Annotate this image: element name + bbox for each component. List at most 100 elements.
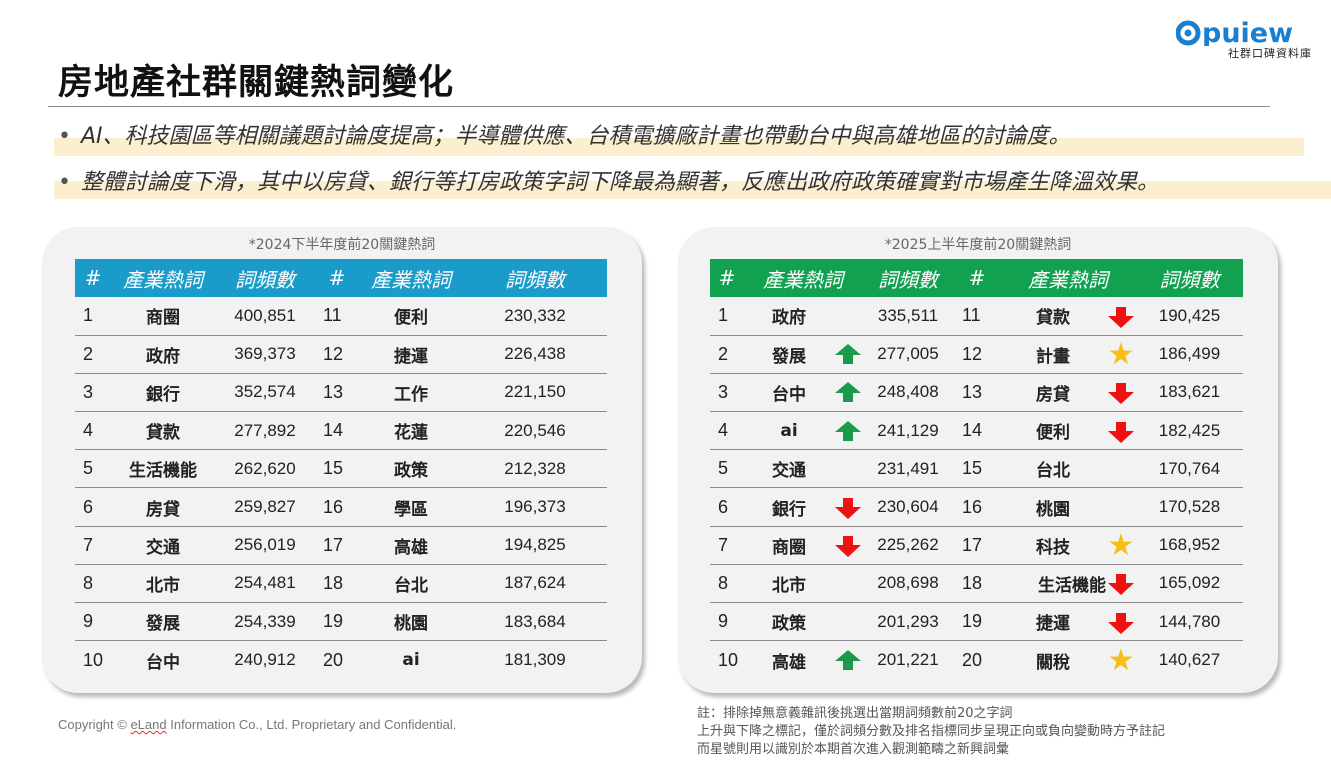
- bullet-2: • 整體討論度下滑，其中以房貸、銀行等打房政策字詞下降最為顯著，反應出政府政策確實…: [58, 164, 1159, 196]
- rank: 9: [710, 602, 744, 642]
- keyword: 貸款: [1000, 297, 1106, 336]
- frequency: 248,408: [862, 373, 954, 413]
- rank: 13: [954, 373, 1000, 413]
- col-frequency: 詞頻數: [1136, 259, 1243, 297]
- col-frequency: 詞頻數: [862, 259, 954, 297]
- col-keyword: 產業熱詞: [1000, 259, 1136, 297]
- rank: 18: [954, 564, 1000, 604]
- card-2025-h1: *2025上半年度前20關鍵熱詞 # 產業熱詞 詞頻數 # 產業熱詞 詞頻數 1…: [678, 227, 1278, 693]
- keyword: 捷運: [1000, 602, 1106, 642]
- frequency: 212,328: [463, 449, 607, 489]
- rank: 20: [962, 649, 983, 670]
- table-row: 5 生活機能 262,620 15 政策 212,328: [75, 449, 607, 489]
- keyword: 高雄: [359, 526, 463, 565]
- frequency: 240,912: [234, 650, 296, 670]
- trend-marker: [834, 297, 862, 336]
- rank: 11: [954, 297, 1000, 336]
- trend-marker: [834, 449, 862, 489]
- frequency: 196,373: [463, 487, 607, 527]
- star-icon: ★: [1107, 337, 1135, 373]
- bullet-dot: •: [58, 124, 71, 149]
- table-row: 6 銀行 230,604 16 桃園 170,528: [710, 487, 1243, 527]
- table-row: 10 台中 240,912 20 ai 181,309: [75, 641, 607, 679]
- trend-marker: [834, 411, 862, 451]
- copyright-suffix: Information Co., Ltd. Proprietary and Co…: [166, 717, 457, 732]
- frequency: 230,604: [862, 487, 954, 527]
- arrow-up-icon: [835, 344, 861, 365]
- table-row: 2 發展 277,005 12 計畫 ★ 186,499: [710, 335, 1243, 374]
- frequency: 262,620: [215, 449, 315, 489]
- trend-marker: [834, 526, 862, 565]
- keyword: 工作: [359, 373, 463, 413]
- frequency: 241,129: [862, 411, 954, 451]
- rank: 1: [75, 297, 111, 336]
- frequency: 400,851: [215, 297, 315, 336]
- rank: 19: [315, 602, 359, 642]
- trend-marker: ★: [1106, 641, 1136, 679]
- star-icon: ★: [1107, 643, 1135, 679]
- rank: 2: [75, 335, 111, 374]
- rank: 17: [315, 526, 359, 565]
- frequency: 182,425: [1136, 411, 1243, 451]
- frequency: 369,373: [215, 335, 315, 374]
- trend-marker: [834, 564, 862, 604]
- trend-marker: ★: [1106, 335, 1136, 374]
- rank: 15: [954, 449, 1000, 489]
- keyword: 便利: [359, 297, 463, 336]
- frequency: 277,005: [862, 335, 954, 374]
- keyword: 發展: [111, 602, 215, 642]
- rank: 19: [954, 602, 1000, 642]
- frequency: 144,780: [1136, 602, 1243, 642]
- footnote: 註：排除掉無意義雜訊後挑選出當期詞頻數前20之字詞 上升與下降之標記，僅於詞頻分…: [697, 705, 1165, 759]
- frequency: 181,309: [504, 650, 566, 670]
- svg-text:puiew: puiew: [1202, 18, 1293, 46]
- rank: 8: [710, 564, 744, 604]
- table-row: 5 交通 231,491 15 台北 170,764: [710, 449, 1243, 489]
- card-caption: *2025上半年度前20關鍵熱詞: [884, 237, 1072, 253]
- frequency: 208,698: [862, 564, 954, 604]
- table-row: 1 政府 335,511 11 貸款 190,425: [710, 297, 1243, 336]
- col-keyword: 產業熱詞: [744, 259, 862, 297]
- keyword: 政策: [744, 602, 834, 642]
- frequency: 225,262: [862, 526, 954, 565]
- title-divider: [48, 106, 1270, 107]
- keyword: ai: [402, 650, 420, 671]
- table-row: 1 商圈 400,851 11 便利 230,332: [75, 297, 607, 336]
- keyword: 生活機能: [111, 449, 215, 489]
- keyword: 桃園: [1000, 487, 1106, 527]
- keyword: 政策: [359, 449, 463, 489]
- col-rank: #: [954, 259, 1000, 297]
- keyword: 生活機能: [1000, 564, 1106, 604]
- keyword: 商圈: [111, 297, 215, 336]
- rank: 3: [710, 373, 744, 413]
- arrow-down-icon: [1108, 574, 1134, 596]
- keyword: 銀行: [111, 373, 215, 413]
- table-row: 4 ai 241,129 14 便利 182,425: [710, 411, 1243, 451]
- bullet-text: AI、科技園區等相關議題討論度提高；半導體供應、台積電擴廠計畫也帶動台中與高雄地…: [80, 124, 1071, 149]
- frequency: 335,511: [862, 297, 954, 336]
- keyword: 商圈: [744, 526, 834, 565]
- frequency: 201,221: [877, 650, 939, 670]
- rank: 20: [323, 649, 344, 670]
- keyword: 交通: [111, 526, 215, 565]
- frequency: 277,892: [215, 411, 315, 451]
- rank: 14: [954, 411, 1000, 451]
- table-row: 9 政策 201,293 19 捷運 144,780: [710, 602, 1243, 642]
- keyword: 計畫: [1000, 335, 1106, 374]
- table-header-row: # 產業熱詞 詞頻數 # 產業熱詞 詞頻數: [710, 259, 1243, 297]
- keyword: 北市: [744, 564, 834, 604]
- bullet-text: 整體討論度下滑，其中以房貸、銀行等打房政策字詞下降最為顯著，反應出政府政策確實對…: [80, 170, 1159, 195]
- copyright-prefix: Copyright ©: [58, 717, 131, 732]
- logo-mark-icon: puiew: [1176, 18, 1293, 46]
- rank: 2: [710, 335, 744, 374]
- trend-marker: [1106, 297, 1136, 336]
- keyword: 貸款: [111, 411, 215, 451]
- table-row: 3 銀行 352,574 13 工作 221,150: [75, 373, 607, 413]
- bullet-dot: •: [58, 170, 71, 195]
- rank: 14: [315, 411, 359, 451]
- rank: 4: [710, 411, 744, 451]
- rank: 10: [718, 649, 739, 670]
- frequency: 254,339: [215, 602, 315, 642]
- arrow-up-icon: [835, 382, 861, 403]
- arrow-down-icon: [1108, 306, 1134, 328]
